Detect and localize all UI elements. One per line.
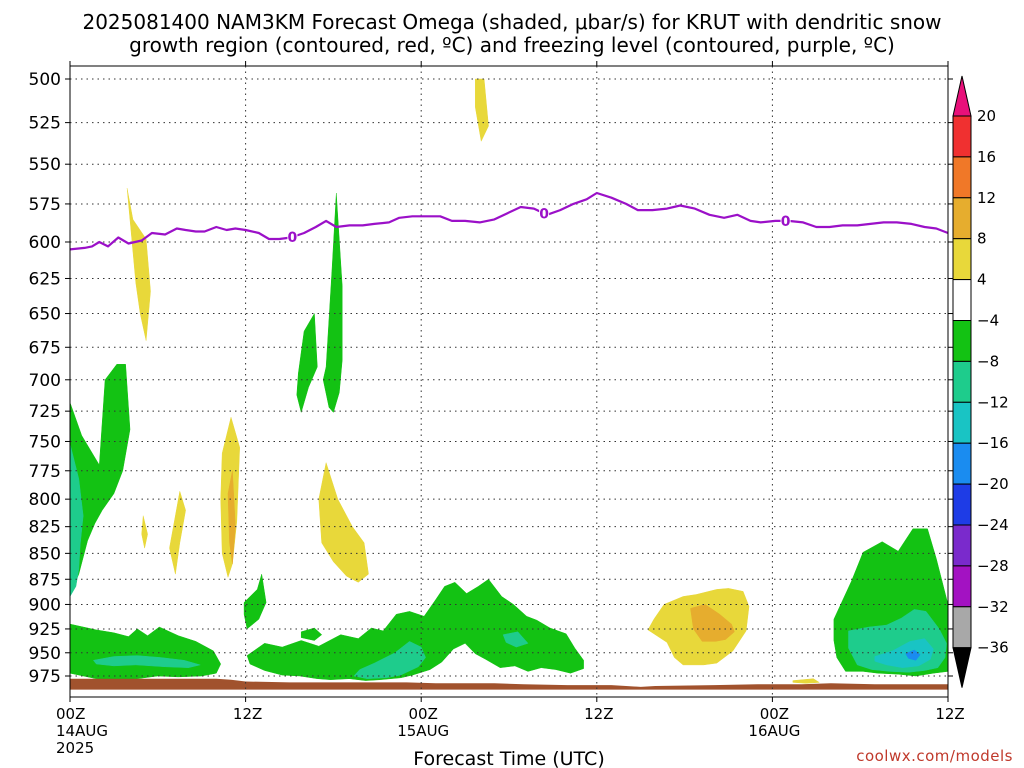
- x-tick-label-4-2: 16AUG: [748, 722, 800, 740]
- colorbar-label-0: 20: [977, 107, 996, 125]
- omega-region-20: [227, 470, 236, 564]
- y-tick-label-925: 925: [29, 620, 61, 640]
- y-axis: 500 525 550 575 600 625 650 675 700 725 750 775 800 8…: [29, 70, 953, 687]
- x-tick-label-2-1: 00Z: [409, 705, 438, 723]
- omega-region-24: [792, 678, 820, 684]
- x-tick-label-2-2: 15AUG: [397, 722, 449, 740]
- y-tick-label-850: 850: [29, 544, 61, 564]
- colorbar-label-11: −28: [977, 557, 1009, 575]
- y-tick-label-725: 725: [29, 402, 61, 422]
- plot-area: [70, 78, 948, 690]
- y-tick-label-875: 875: [29, 570, 61, 590]
- omega-region-7: [502, 631, 529, 648]
- credit-link[interactable]: coolwx.com/models: [856, 747, 1013, 765]
- freezing-level-label-0: 0: [288, 230, 298, 246]
- plot-frame: [69, 65, 949, 698]
- colorbar-label-7: −12: [977, 393, 1009, 411]
- colorbar-swatch-6: [952, 320, 972, 362]
- colorbar-swatch-2: [952, 156, 972, 199]
- x-tick-label-0-1: 00Z: [56, 705, 85, 723]
- y-tick-label-800: 800: [29, 490, 61, 510]
- colorbar-swatch-0: [952, 75, 972, 117]
- chart-title-line-2: growth region (contoured, red, ºC) and f…: [129, 33, 895, 57]
- omega-region-13: [874, 638, 934, 668]
- omega-region-2: [70, 443, 84, 597]
- colorbar-label-2: 12: [977, 189, 996, 207]
- omega-region-3: [92, 655, 202, 668]
- y-tick-label-675: 675: [29, 338, 61, 358]
- y-tick-label-525: 525: [29, 114, 61, 134]
- y-tick-label-600: 600: [29, 233, 61, 253]
- omega-region-9: [296, 312, 318, 414]
- chart-title-line-1: 2025081400 NAM3KM Forecast Omega (shaded…: [82, 10, 941, 34]
- omega-region-21: [318, 461, 369, 583]
- omega-region-6: [353, 641, 426, 679]
- omega-region-0: [70, 364, 131, 595]
- colorbar-label-4: 4: [977, 271, 987, 289]
- colorbar-label-13: −36: [977, 639, 1009, 657]
- colorbar-swatch-1: [952, 115, 972, 158]
- y-tick-label-575: 575: [29, 195, 61, 215]
- colorbar: 20 16 12 8 4 −4 −8 −12 −16 −20 −24 −28 −32 −36: [952, 75, 1009, 688]
- colorbar-swatch-4: [952, 238, 972, 281]
- omega-region-10: [322, 192, 343, 413]
- freezing-level-layer: 0 0 0: [70, 191, 948, 251]
- y-tick-label-700: 700: [29, 371, 61, 391]
- omega-region-16: [475, 78, 489, 143]
- colorbar-swatch-14: [952, 647, 972, 688]
- y-tick-label-775: 775: [29, 462, 61, 482]
- y-tick-label-500: 500: [29, 70, 61, 90]
- colorbar-label-12: −32: [977, 598, 1009, 616]
- y-tick-label-650: 650: [29, 305, 61, 325]
- y-tick-label-950: 950: [29, 644, 61, 664]
- colorbar-label-8: −16: [977, 434, 1009, 452]
- y-tick-label-975: 975: [29, 667, 61, 687]
- colorbar-swatch-8: [952, 401, 972, 444]
- x-tick-label-3-1: 12Z: [584, 705, 613, 723]
- omega-region-4: [243, 574, 267, 630]
- colorbar-label-5: −4: [977, 312, 999, 330]
- x-tick-label-0-3: 2025: [56, 739, 94, 757]
- colorbar-swatch-3: [952, 197, 972, 240]
- freezing-level-label-1: 0: [539, 206, 549, 222]
- omega-region-18: [141, 515, 148, 549]
- colorbar-label-10: −24: [977, 516, 1009, 534]
- terrain-fill: [70, 678, 948, 690]
- x-tick-label-1-1: 12Z: [233, 705, 262, 723]
- omega-region-23: [690, 604, 735, 642]
- omega-region-17: [169, 491, 186, 575]
- y-tick-label-825: 825: [29, 518, 61, 538]
- x-tick-label-5-1: 12Z: [935, 705, 964, 723]
- colorbar-swatch-13: [952, 606, 972, 649]
- freezing-level-label-bg-2: [780, 212, 791, 229]
- grid-layer: [69, 66, 949, 697]
- omega-region-14: [905, 649, 921, 661]
- colorbar-swatch-9: [952, 442, 972, 485]
- y-tick-label-625: 625: [29, 269, 61, 289]
- y-tick-label-750: 750: [29, 432, 61, 452]
- freezing-level-line: [70, 191, 948, 251]
- colorbar-label-6: −8: [977, 352, 999, 370]
- colorbar-swatch-10: [952, 483, 972, 526]
- colorbar-swatch-7: [952, 360, 972, 403]
- omega-region-8: [300, 627, 323, 641]
- y-tick-label-550: 550: [29, 155, 61, 175]
- colorbar-swatch-5: [952, 279, 972, 322]
- x-tick-label-4-1: 00Z: [760, 705, 789, 723]
- colorbar-label-9: −20: [977, 475, 1009, 493]
- colorbar-label-1: 16: [977, 148, 996, 166]
- colorbar-swatch-11: [952, 524, 972, 567]
- freezing-level-label-bg-0: [287, 229, 298, 246]
- omega-region-15: [126, 188, 151, 341]
- colorbar-swatch-12: [952, 565, 972, 608]
- y-tick-label-900: 900: [29, 595, 61, 615]
- freezing-level-label-2: 0: [781, 214, 791, 230]
- colorbar-label-3: 8: [977, 230, 987, 248]
- freezing-level-label-bg-1: [539, 205, 550, 222]
- x-axis-title: Forecast Time (UTC): [413, 748, 604, 768]
- x-tick-label-0-2: 14AUG: [56, 722, 108, 740]
